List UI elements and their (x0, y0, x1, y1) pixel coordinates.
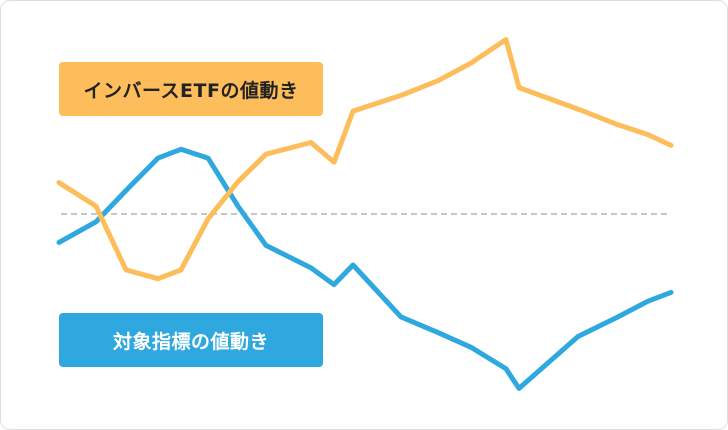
underlying-index-line (56, 146, 674, 391)
inverse-etf-label: インバースETFの値動き (59, 62, 323, 116)
inverse-etf-line (56, 37, 674, 282)
underlying-index-label: 対象指標の値動き (59, 313, 323, 367)
